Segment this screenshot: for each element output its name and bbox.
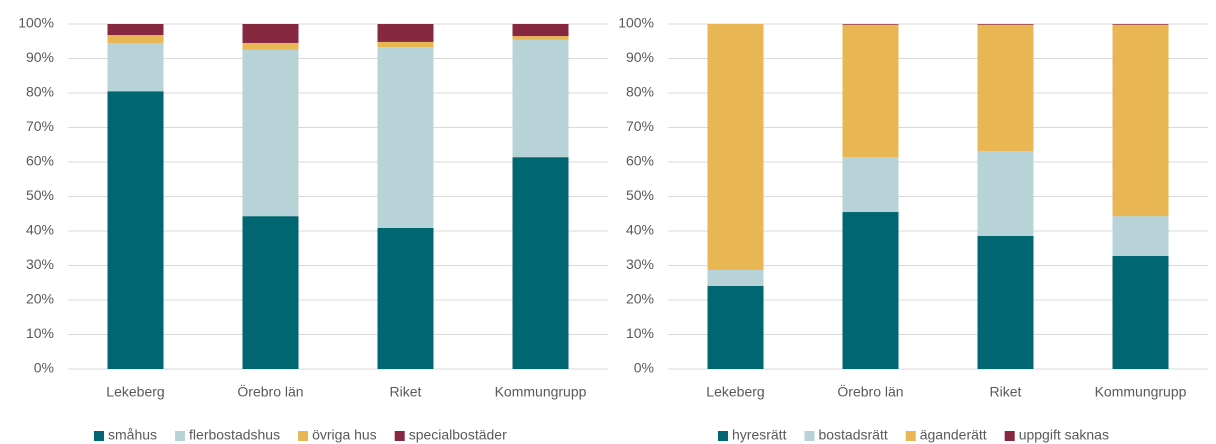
y-tick-label: 60%: [26, 153, 54, 169]
y-tick-label: 80%: [626, 84, 654, 100]
bar-segment: [707, 285, 764, 369]
legend-label: uppgift saknas: [1019, 427, 1109, 443]
y-tick-label: 20%: [626, 291, 654, 307]
bar-segment: [377, 24, 434, 42]
legend-label: specialbostäder: [409, 427, 507, 443]
bar-segment: [842, 24, 899, 25]
x-tick-label: Örebro län: [237, 383, 303, 400]
y-tick-label: 10%: [626, 325, 654, 341]
bar-segment: [707, 24, 764, 270]
bar-segment: [512, 24, 569, 37]
y-tick-label: 80%: [26, 84, 54, 100]
bar-segment: [242, 24, 299, 43]
y-tick-label: 70%: [626, 118, 654, 134]
y-tick-label: 60%: [626, 153, 654, 169]
y-tick-label: 30%: [26, 256, 54, 272]
bar-segment: [1112, 216, 1169, 256]
y-tick-label: 20%: [26, 291, 54, 307]
y-tick-label: 70%: [26, 118, 54, 134]
bar-segment: [242, 216, 299, 369]
x-tick-label: Riket: [390, 384, 422, 400]
bar-segment: [977, 150, 1034, 236]
bar-segment: [377, 227, 434, 369]
bar-segment: [512, 157, 569, 369]
bar-segment: [242, 42, 299, 50]
bar-segment: [107, 42, 164, 92]
bar-segment: [107, 24, 164, 36]
legend-label: äganderätt: [920, 427, 987, 443]
legend-swatch: [1004, 431, 1015, 441]
y-tick-label: 90%: [26, 49, 54, 65]
y-tick-label: 100%: [18, 15, 54, 31]
x-tick-label: Kommungrupp: [495, 384, 587, 400]
legend-swatch: [394, 431, 405, 441]
y-tick-label: 30%: [626, 256, 654, 272]
legend-label: flerbostadshus: [189, 427, 280, 443]
legend-label: hyresrätt: [732, 427, 787, 443]
y-tick-label: 40%: [626, 222, 654, 238]
bar-segment: [107, 91, 164, 370]
y-tick-label: 100%: [618, 15, 654, 31]
legend-swatch: [718, 431, 728, 441]
bar-segment: [377, 47, 434, 228]
y-tick-label: 0%: [34, 360, 54, 376]
bar-segment: [1112, 255, 1169, 369]
legend-label: övriga hus: [312, 427, 377, 443]
bar-segment: [842, 212, 899, 369]
legend-swatch: [175, 431, 186, 441]
legend-label: bostadsrätt: [818, 427, 887, 443]
bar-segment: [242, 49, 299, 217]
y-tick-label: 90%: [626, 49, 654, 65]
bar-segment: [977, 24, 1034, 151]
y-tick-label: 40%: [26, 222, 54, 238]
bar-segment: [512, 39, 569, 158]
bar-segment: [842, 157, 899, 213]
legend-swatch: [94, 431, 104, 441]
y-tick-label: 50%: [626, 187, 654, 203]
x-tick-label: Riket: [990, 384, 1022, 400]
legend-label: småhus: [108, 427, 157, 443]
y-tick-label: 10%: [26, 325, 54, 341]
legend-swatch: [905, 431, 916, 441]
y-tick-label: 0%: [634, 360, 654, 376]
bar-segment: [1112, 24, 1169, 25]
bar-segment: [977, 235, 1034, 369]
bar-segment: [1112, 24, 1169, 217]
x-tick-label: Örebro län: [837, 383, 903, 400]
bar-segment: [977, 24, 1034, 25]
x-tick-label: Kommungrupp: [1095, 384, 1187, 400]
legend-swatch: [298, 431, 309, 441]
x-tick-label: Lekeberg: [706, 384, 764, 400]
bar-segment: [842, 24, 899, 158]
bar-segment: [107, 35, 164, 43]
x-tick-label: Lekeberg: [106, 384, 164, 400]
legend-swatch: [804, 431, 815, 441]
y-tick-label: 50%: [26, 187, 54, 203]
bar-segment: [707, 269, 764, 286]
bar-segment: [377, 41, 434, 48]
bar-segment: [512, 36, 569, 40]
